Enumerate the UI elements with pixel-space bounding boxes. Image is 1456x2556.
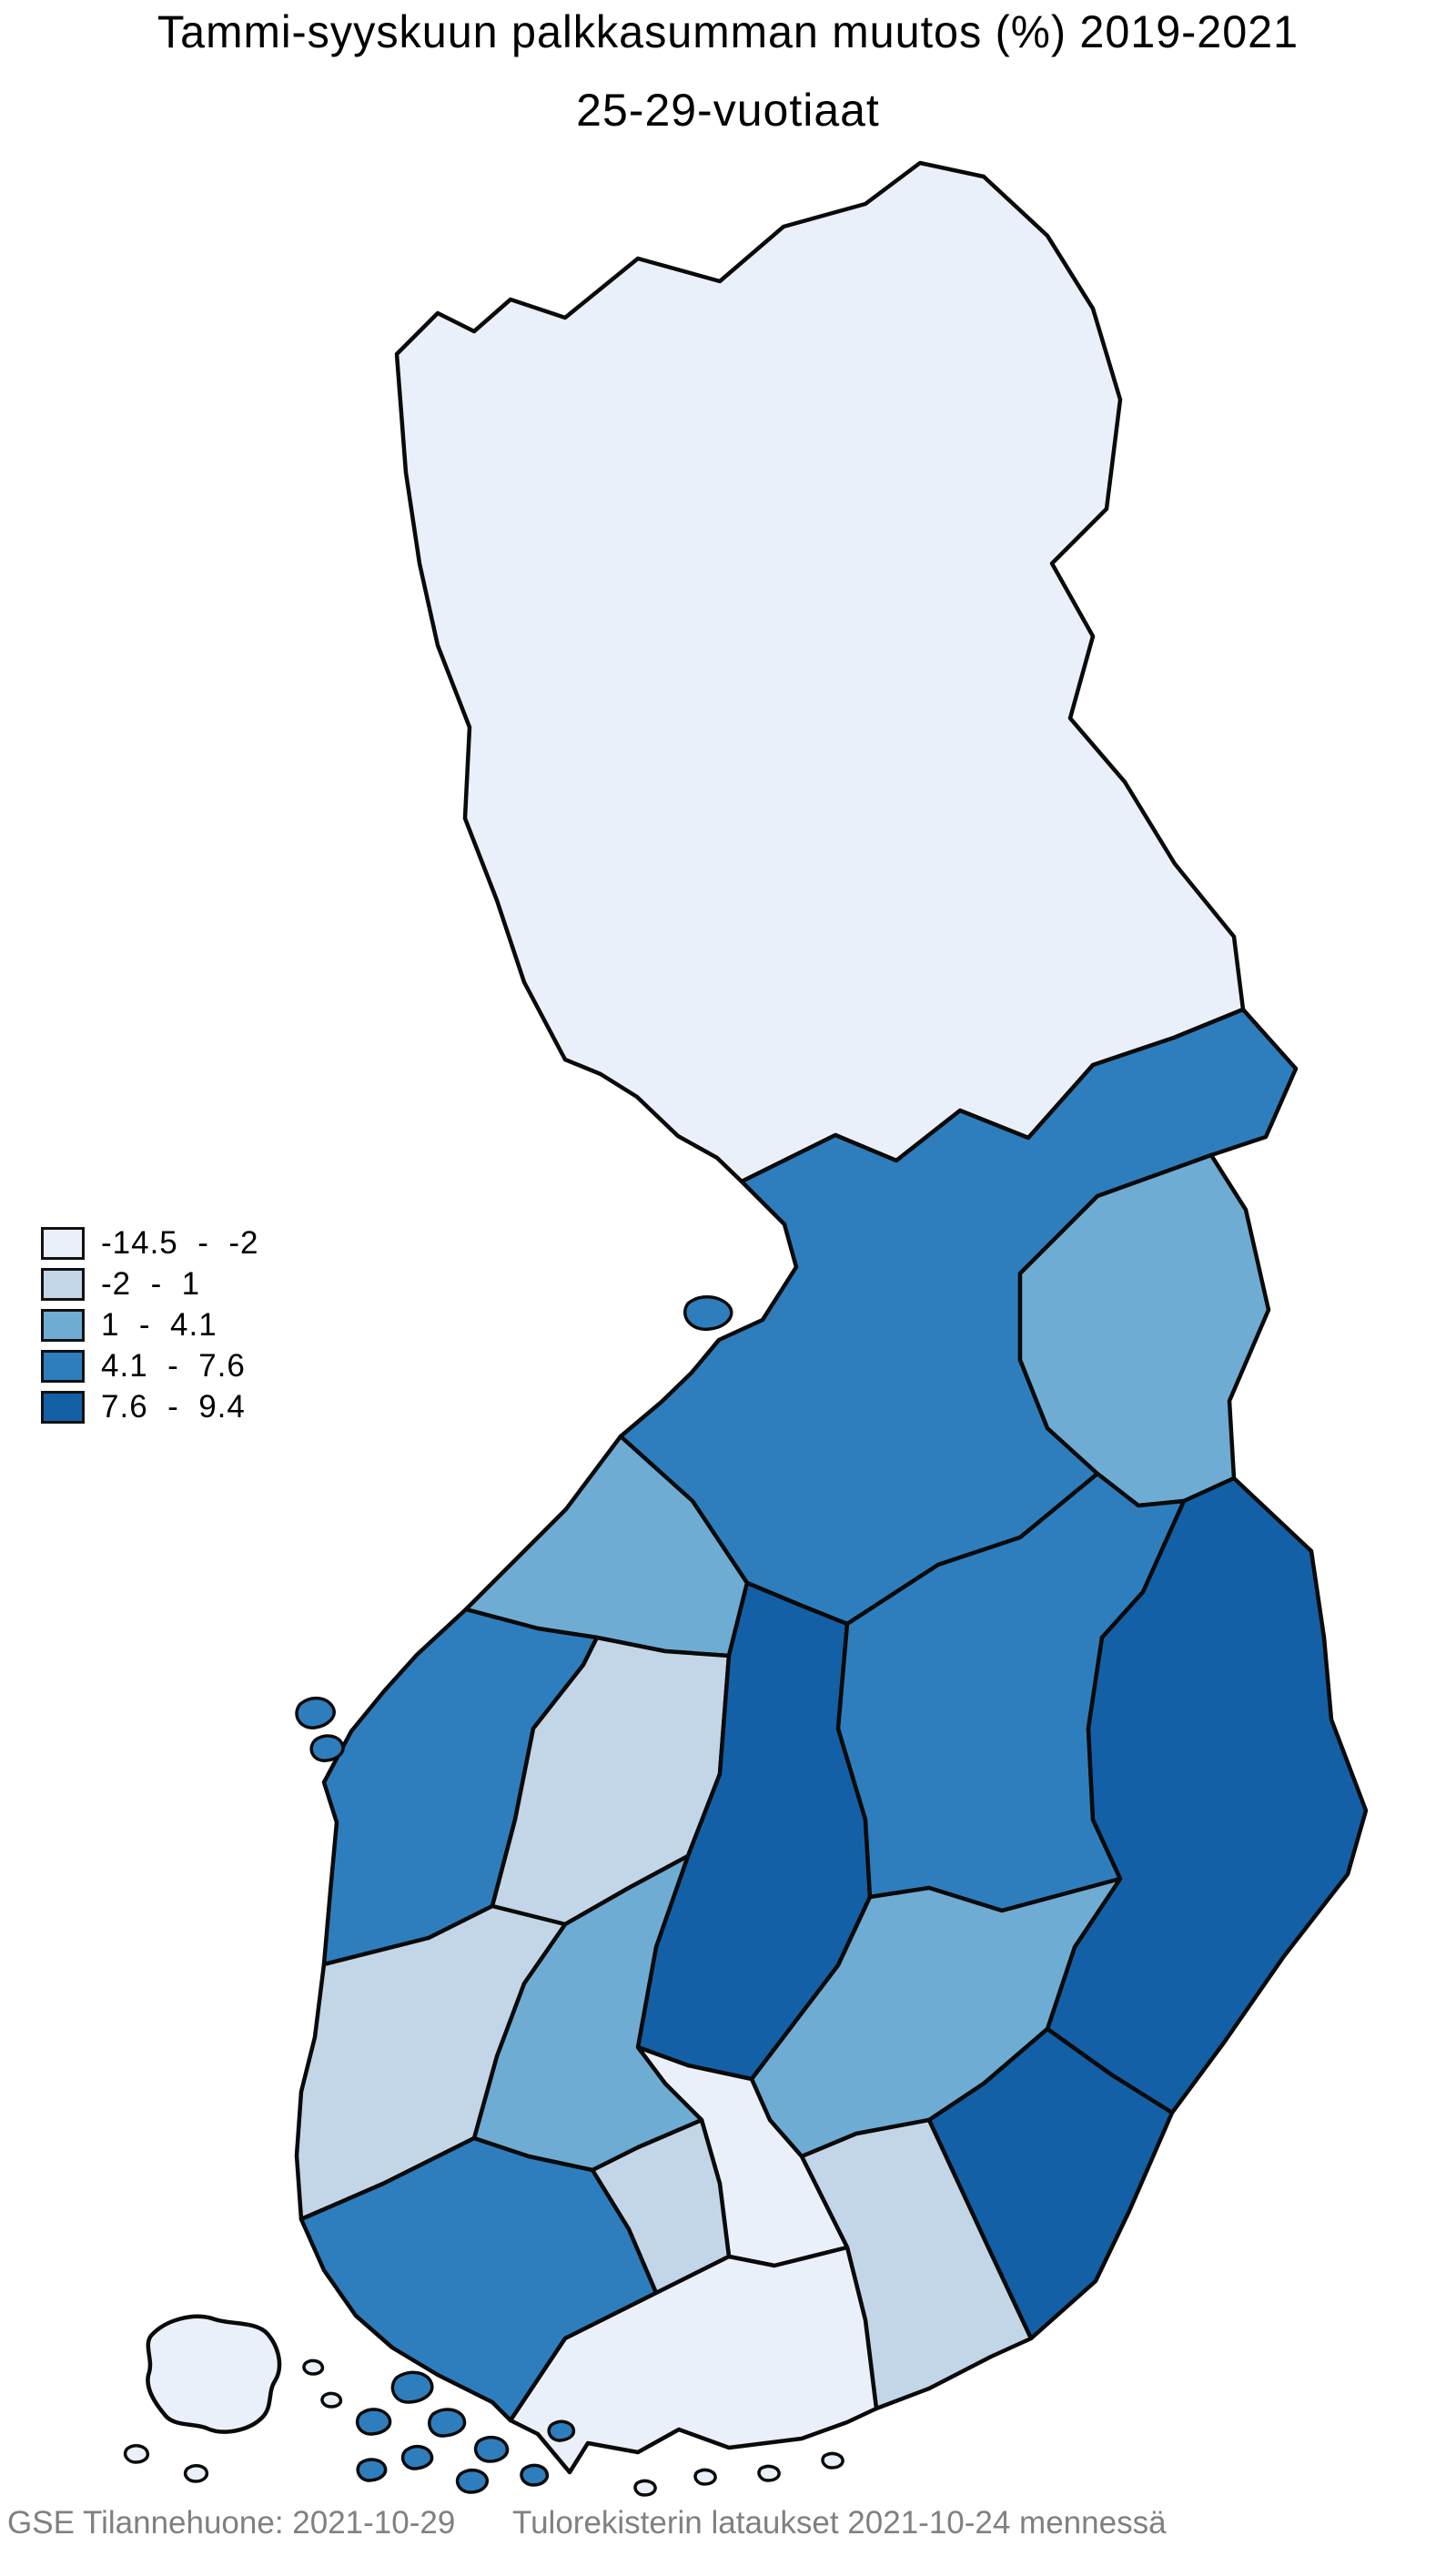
- island-turku-archipelago: [473, 2436, 510, 2463]
- island-turku-archipelago: [356, 2458, 388, 2482]
- island-vaasa-archipelago: [295, 1696, 336, 1729]
- island-uusimaa-islets: [633, 2479, 657, 2497]
- chart-title-line1: Tammi-syyskuun palkkasumman muutos (%) 2…: [157, 6, 1299, 57]
- legend-row-3: 4.1 - 7.6: [41, 1348, 258, 1384]
- region-satakunta: Satakunta: [294, 1903, 568, 2222]
- legend-row-0: -14.5 - -2: [41, 1225, 259, 1261]
- legend-row-2: 1 - 4.1: [41, 1307, 258, 1343]
- island-aland-islets: [183, 2463, 209, 2483]
- footer-source-left: GSE Tilannehuone: 2021-10-29: [7, 2505, 456, 2541]
- footer-source-right: Tulorekisterin lataukset 2021-10-24 menn…: [512, 2505, 1167, 2541]
- legend-label-2: 1 - 4.1: [101, 1307, 217, 1343]
- chart-title: Tammi-syyskuun palkkasumman muutos (%) 2…: [0, 9, 1456, 137]
- island-uusimaa-islets: [757, 2464, 781, 2482]
- island-aland-islets: [123, 2444, 150, 2464]
- island-uusimaa-islets: [693, 2468, 717, 2486]
- legend-label-3: 4.1 - 7.6: [101, 1348, 246, 1384]
- legend-swatch-1: [41, 1268, 85, 1301]
- island-aland-islets: [302, 2358, 325, 2376]
- region-etela-karjala: Etelä-Karjala: [926, 2026, 1175, 2341]
- legend-row-1: -2 - 1: [41, 1266, 258, 1302]
- legend-swatch-0: [41, 1227, 85, 1260]
- legend-row-4: 7.6 - 9.4: [41, 1389, 258, 1425]
- legend-label-4: 7.6 - 9.4: [101, 1389, 246, 1425]
- map-legend: -14.5 - -2 -2 - 1 1 - 4.1 4.1 - 7.6 7.6 - 9.…: [41, 1225, 259, 1425]
- legend-swatch-3: [41, 1350, 85, 1383]
- region-uusimaa: Uusimaa: [508, 2245, 879, 2475]
- island-turku-archipelago: [428, 2408, 467, 2438]
- chart-title-line2: 25-29-vuotiaat: [576, 85, 880, 136]
- island-vaasa-archipelago: [309, 1734, 345, 1762]
- island-uusimaa-islets: [821, 2451, 844, 2470]
- island-aland-islets: [320, 2391, 343, 2409]
- legend-label-1: -2 - 1: [101, 1266, 201, 1302]
- island-turku-archipelago: [520, 2463, 550, 2487]
- island-turku-archipelago: [355, 2408, 392, 2436]
- legend-label-0: -14.5 - -2: [101, 1225, 259, 1261]
- island-turku-archipelago: [547, 2419, 576, 2442]
- island-turku-archipelago: [455, 2468, 490, 2494]
- legend-swatch-2: [41, 1309, 85, 1342]
- island-turku-archipelago: [400, 2444, 434, 2470]
- region-lappi: Lappi: [394, 160, 1246, 1184]
- legend-swatch-4: [41, 1391, 85, 1424]
- island-hailuoto: [682, 1295, 733, 1331]
- region-ahvenanmaa: Ahvenanmaa: [146, 2314, 282, 2434]
- island-turku-archipelago: [390, 2370, 434, 2404]
